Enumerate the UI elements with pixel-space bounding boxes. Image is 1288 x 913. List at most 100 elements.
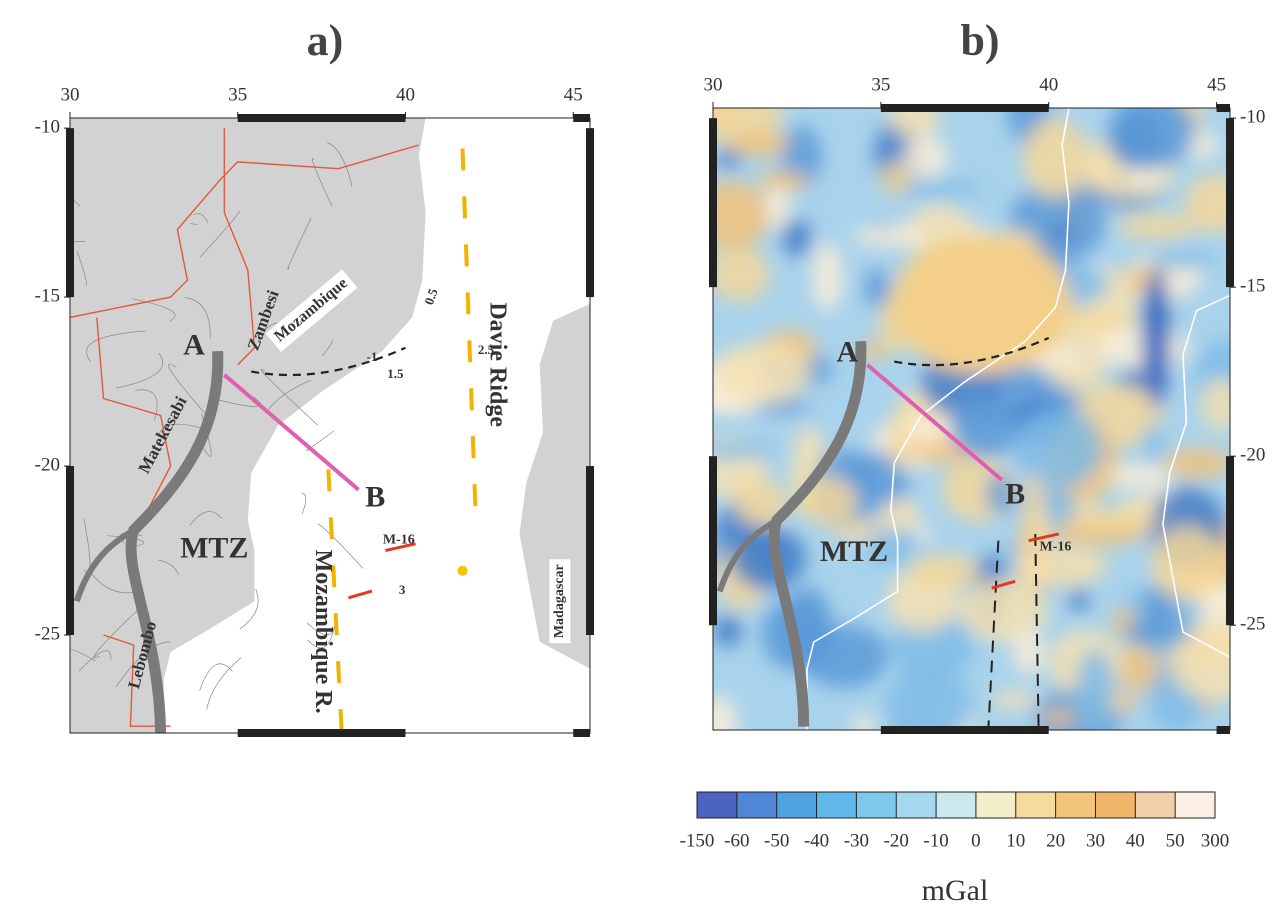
colorbar-tick-label: 10 [1006, 830, 1025, 851]
colorbar-cell [817, 792, 857, 818]
colorbar-tick-label: -30 [844, 830, 869, 851]
map-label-group: 2.5 [478, 342, 495, 357]
anomaly-blob [782, 218, 811, 257]
map-label: M-16 [1039, 540, 1071, 555]
frame-bar [709, 118, 717, 287]
colorbar-cell [1175, 792, 1215, 818]
map-label-group: MTZ [820, 535, 888, 568]
map-label: Mozambique R. [310, 550, 336, 714]
colorbar-cell [1016, 792, 1056, 818]
anomaly-blob [854, 225, 925, 247]
map-label-group: -1 [367, 349, 378, 364]
frame-bar [66, 128, 74, 297]
x-tick-label: 30 [704, 74, 723, 95]
marker [458, 566, 468, 576]
colorbar-tick-label: 30 [1086, 830, 1105, 851]
anomaly-blob [991, 691, 1036, 709]
anomaly-blob [852, 715, 875, 738]
frame-bar [881, 104, 1049, 112]
anomaly-blob [690, 181, 770, 250]
anomaly-blob [709, 248, 769, 302]
frame-bar [586, 128, 594, 297]
x-tick-label: 40 [396, 84, 415, 105]
colorbar-tick-label: -150 [680, 830, 715, 851]
map-label: 1.5 [387, 366, 404, 381]
map-label-group: 3 [399, 582, 406, 597]
colorbar-tick-label: -20 [884, 830, 909, 851]
colorbar-tick-label: -10 [923, 830, 948, 851]
map-panel: a)ABMTZZambesiMozambiqueMatekesabiLebomb… [34, 16, 594, 740]
x-tick-label: 35 [228, 84, 247, 105]
frame-bar [881, 726, 1049, 734]
anomaly-blob [795, 429, 823, 447]
frame-bar [1226, 456, 1234, 625]
anomaly-blob [1108, 93, 1195, 170]
anomaly-blob [1069, 588, 1090, 612]
anomaly-blob [1151, 526, 1224, 600]
map-label-group: Mozambique R. [310, 550, 336, 714]
frame-bar [709, 456, 717, 625]
x-tick-label: 35 [871, 74, 890, 95]
map-label-group: B [1005, 478, 1025, 511]
anomaly-blob [1200, 378, 1242, 431]
anomaly-blob [1076, 649, 1115, 732]
colorbar-tick-label: 40 [1126, 830, 1145, 851]
x-tick-label: 30 [61, 84, 80, 105]
colorbar-cell [777, 792, 817, 818]
map-label: -1 [367, 349, 378, 364]
y-tick-label: -15 [35, 285, 60, 306]
frame-bar [573, 114, 590, 122]
y-tick-label: -10 [1240, 107, 1265, 128]
colorbar-tick-label: -50 [764, 830, 789, 851]
high [892, 234, 1072, 374]
anomaly-blob [888, 93, 940, 138]
map-label: B [365, 481, 385, 514]
anomaly-blob [683, 443, 777, 460]
map-body [683, 71, 1257, 757]
map-label: MTZ [180, 531, 248, 564]
anomaly-blob [886, 666, 972, 749]
colorbar-cell [1056, 792, 1096, 818]
map-label-group: A [836, 336, 858, 369]
panel-label: b) [960, 16, 999, 65]
colorbar-tick-label: 0 [971, 830, 981, 851]
anomaly-blob [1184, 173, 1245, 233]
frame-bar [573, 729, 590, 737]
x-tick-label: 45 [1207, 74, 1226, 95]
x-tick-label: 40 [1039, 74, 1058, 95]
low [1142, 268, 1170, 408]
anomaly-blob [1023, 118, 1088, 199]
frame-bar [238, 729, 406, 737]
map-label: 2.5 [478, 342, 495, 357]
colorbar-tick-label: -60 [724, 830, 749, 851]
map-label: 3 [399, 582, 406, 597]
map-label: A [836, 336, 858, 369]
anomaly-blob [1013, 628, 1044, 676]
map-label-group: B [365, 481, 385, 514]
anomaly-blob [1149, 251, 1217, 269]
map-label-group: A [183, 329, 205, 362]
colorbar-cell [936, 792, 976, 818]
frame-bar [586, 466, 594, 635]
anomaly-blob [701, 695, 737, 756]
anomaly-blob [1118, 213, 1196, 240]
frame-bar [1217, 726, 1230, 734]
colorbar-tick-label: 20 [1046, 830, 1065, 851]
map-label: M-16 [383, 533, 415, 548]
map-label: A [183, 329, 205, 362]
colorbar: -150-60-50-40-30-20-1001020304050300mGal [680, 792, 1230, 907]
anomaly-blob [951, 397, 1018, 458]
colorbar-tick-label: -40 [804, 830, 829, 851]
anomaly-blob [864, 267, 890, 309]
y-tick-label: -20 [1240, 445, 1265, 466]
y-tick-label: -25 [1240, 614, 1265, 635]
anomaly-blob [908, 554, 980, 588]
y-tick-label: -25 [35, 623, 60, 644]
anomaly-blob [879, 163, 913, 196]
map-label-group: MTZ [180, 531, 248, 564]
anomaly-blob [1143, 422, 1163, 462]
anomaly-blob [827, 520, 884, 536]
anomaly-blob [1065, 510, 1161, 529]
x-tick-label: 45 [564, 84, 583, 105]
frame-bar [1226, 118, 1234, 287]
